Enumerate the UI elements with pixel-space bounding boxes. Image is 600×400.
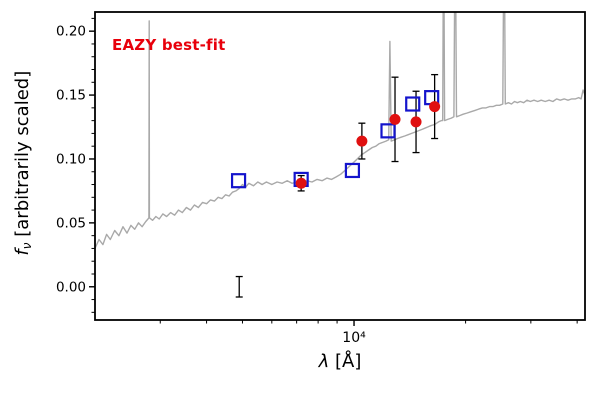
plot-title: EAZY best-fit: [112, 36, 226, 54]
axis-ticks: 0.00 0.05 0.10 0.15 0.20 10⁴: [56, 17, 578, 346]
spectrum-line: [95, 12, 585, 249]
error-bar: [235, 275, 243, 298]
y-axis-suffix: [arbitrarily scaled]: [11, 70, 33, 243]
y-tick-label: 0.05: [56, 215, 86, 231]
observed-point-circle: [356, 135, 368, 147]
y-axis-subscript: ν: [20, 242, 35, 250]
model-point-square: [405, 96, 421, 112]
observed-photometry-points: [295, 101, 441, 189]
x-axis-label: λ [Å]: [190, 351, 490, 372]
x-tick-label: 10⁴: [342, 330, 366, 346]
y-tick-label: 0.00: [56, 279, 86, 295]
x-axis-suffix: [Å]: [329, 351, 362, 372]
model-photometry-points: [230, 90, 440, 189]
model-point-square: [380, 123, 396, 139]
y-axis-symbol: f: [11, 249, 33, 256]
observed-point-circle: [389, 113, 401, 125]
y-tick-label: 0.20: [56, 24, 86, 40]
plot-frame: [94, 11, 586, 321]
y-axis-label: fν [arbitrarily scaled]: [12, 3, 34, 323]
x-axis-symbol: λ: [318, 351, 330, 372]
y-tick-label: 0.10: [56, 151, 86, 167]
observed-point-circle: [410, 116, 422, 128]
y-tick-label: 0.15: [56, 88, 86, 104]
model-point-square: [344, 162, 361, 179]
observed-point-circle: [295, 177, 307, 189]
observed-point-circle: [429, 101, 441, 113]
model-point-square: [230, 173, 247, 189]
error-bars: [235, 73, 439, 298]
